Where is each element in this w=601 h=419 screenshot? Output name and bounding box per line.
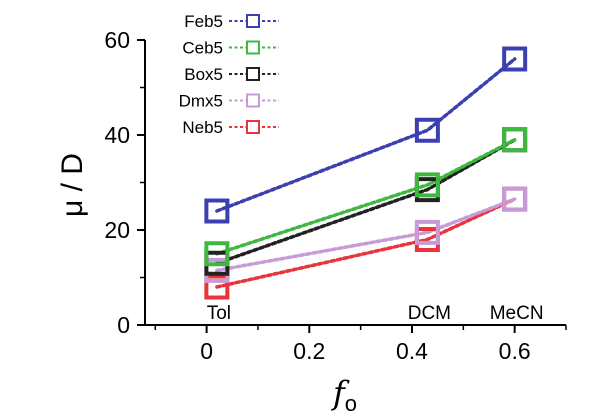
- series-line-feb5: [215, 57, 517, 213]
- data-point-feb5: [502, 46, 528, 72]
- data-point-ceb5: [204, 241, 230, 267]
- x-tick-label: 0.2: [293, 338, 325, 364]
- x-axis-label-subscript: o: [345, 391, 357, 416]
- legend-label-dmx5: Dmx5: [179, 92, 223, 111]
- y-tick-label: 20: [104, 217, 130, 243]
- solvent-labels: Tol DCM MeCN: [207, 303, 544, 324]
- x-tick-label: 0.4: [396, 338, 428, 364]
- x-tick-label: 0: [200, 338, 213, 364]
- solvent-label-mecn: MeCN: [490, 303, 544, 324]
- legend-marker-feb5: [246, 14, 260, 28]
- data-point-dmx5: [502, 186, 528, 212]
- data-point-dmx5: [414, 219, 440, 245]
- solvent-label-dcm: DCM: [408, 303, 451, 324]
- data-point-ceb5: [414, 172, 440, 198]
- y-axis-label: μ / D: [56, 153, 89, 217]
- legend-label-neb5: Neb5: [182, 118, 223, 137]
- legend-label-ceb5: Ceb5: [182, 39, 223, 58]
- y-axis-ticks: 0 20 40 60: [104, 27, 145, 338]
- data-point-feb5: [414, 117, 440, 143]
- x-axis-ticks: 0 0.2 0.4 0.6: [154, 325, 567, 364]
- data-point-neb5: [204, 274, 230, 300]
- legend: Feb5 Ceb5 Box5 Dmx5 Neb5: [179, 12, 279, 137]
- y-tick-label: 60: [104, 27, 130, 53]
- solvent-label-tol: Tol: [207, 303, 231, 324]
- series-line-ceb5: [215, 138, 517, 256]
- series-lines: [215, 57, 517, 289]
- series-line-neb5: [215, 197, 517, 289]
- series-line-dmx5: [215, 197, 517, 273]
- legend-marker-box5: [246, 67, 260, 81]
- y-tick-label: 0: [117, 312, 130, 338]
- x-tick-label: 0.6: [499, 338, 531, 364]
- legend-marker-dmx5: [246, 93, 260, 108]
- x-axis-label: fo: [331, 374, 357, 416]
- data-point-ceb5: [502, 127, 528, 153]
- legend-marker-neb5: [246, 120, 260, 134]
- legend-label-feb5: Feb5: [184, 12, 223, 31]
- legend-label-box5: Box5: [184, 65, 223, 84]
- series-points: [204, 46, 528, 300]
- y-tick-label: 40: [104, 122, 130, 148]
- data-point-feb5: [204, 198, 230, 224]
- legend-marker-ceb5: [246, 40, 260, 55]
